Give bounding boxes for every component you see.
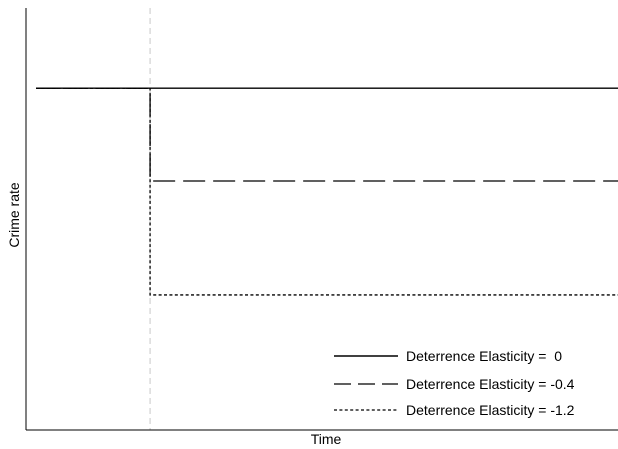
x-axis-title: Time — [311, 431, 342, 447]
legend-label-1: Deterrence Elasticity = 0 — [406, 348, 562, 364]
y-axis-title: Crime rate — [6, 182, 22, 248]
series-layer — [36, 87, 618, 296]
series-line-3 — [36, 87, 618, 296]
series-line-2 — [36, 87, 618, 182]
legend-label-3: Deterrence Elasticity = -1.2 — [406, 402, 575, 418]
legend: Deterrence Elasticity = 0 Deterrence Elas… — [334, 348, 575, 418]
legend-label-2: Deterrence Elasticity = -0.4 — [406, 376, 575, 392]
